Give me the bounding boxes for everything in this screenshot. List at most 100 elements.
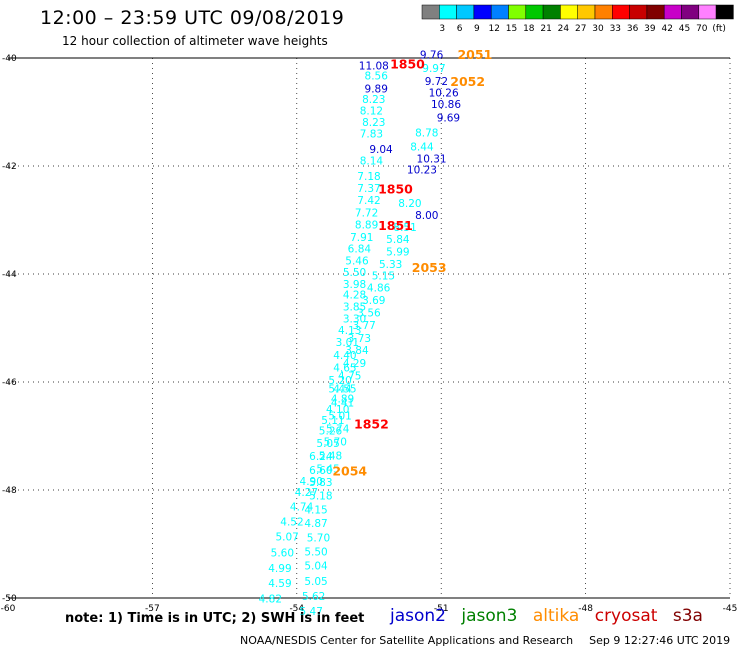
color-scale-label: 24 [558, 24, 570, 34]
color-scale-label: 36 [627, 24, 639, 34]
footer-credit: NOAA/NESDIS Center for Satellite Applica… [240, 634, 730, 647]
color-swatch [715, 4, 734, 20]
wave-height-point: 3.01 [336, 337, 359, 349]
wave-height-point: 8.78 [415, 128, 438, 140]
wave-height-point: 5.33 [379, 259, 402, 271]
wave-height-point: 3.73 [348, 333, 371, 345]
wave-height-point: 7.72 [355, 208, 378, 220]
wave-height-point: 6.84 [348, 244, 372, 256]
pass-time-label: 2051 [457, 47, 492, 62]
wave-height-point: 8.23 [362, 94, 385, 106]
wave-height-point: 4.55 [333, 384, 356, 396]
y-tick-label: -46 [2, 378, 17, 388]
wave-height-point: 8.23 [362, 117, 385, 129]
wave-height-point: 4.99 [268, 563, 291, 575]
wave-height-point: 9.97 [422, 63, 445, 75]
wave-height-point: 11.08 [359, 61, 389, 73]
color-scale-label: 18 [523, 24, 535, 34]
legend-jason2: jason2 [390, 606, 446, 626]
wave-height-point: 5.04 [304, 561, 328, 573]
wave-height-point: 3.69 [362, 295, 385, 307]
x-tick-label: -54 [289, 604, 304, 614]
y-tick-label: -40 [2, 54, 17, 64]
wave-height-point: 4.82 [259, 594, 282, 606]
wave-height-point: 8.44 [410, 142, 434, 154]
wave-height-point: 5.44 [328, 384, 352, 396]
wave-height-point: 9.76 [420, 49, 444, 61]
wave-height-point: 5.50 [304, 547, 327, 559]
wave-height-point: 5.70 [307, 533, 330, 545]
wave-height-point: 4.59 [268, 578, 291, 590]
wave-height-point: 5.60 [271, 548, 294, 560]
wave-height-point: 4.74 [290, 501, 314, 513]
pass-time-label: 1850 [390, 57, 425, 72]
wave-height-point: 7.83 [360, 129, 383, 141]
wave-height-point: 3.84 [345, 345, 369, 357]
color-scale-label: 45 [679, 24, 690, 34]
color-scale-label: 39 [644, 24, 656, 34]
wave-height-point: 5.45 [316, 463, 339, 475]
y-tick-label: -50 [2, 594, 17, 604]
wave-height-point: 5.99 [386, 246, 409, 258]
wave-height-point: 4.86 [367, 283, 391, 295]
wave-height-point: 5.01 [328, 411, 351, 423]
wave-height-point: 5.70 [324, 436, 347, 448]
wave-height-point: 4.13 [338, 325, 361, 337]
wave-height-point: 9.04 [369, 144, 393, 156]
y-tick-label: -48 [2, 486, 17, 496]
color-scale-label: 33 [610, 24, 621, 34]
footer-organization: NOAA/NESDIS Center for Satellite Applica… [240, 634, 574, 647]
wave-height-point: 4.52 [280, 516, 303, 528]
wave-height-point: 5.84 [386, 234, 410, 246]
wave-height-point: 4.10 [326, 404, 349, 416]
wave-height-point: 5.20 [328, 375, 351, 387]
pass-time-label: 1850 [378, 181, 413, 196]
wave-height-point: 5.48 [319, 451, 342, 463]
wave-height-point: 5.05 [316, 438, 339, 450]
x-tick-label: -51 [434, 604, 449, 614]
wave-height-point: 10.31 [417, 154, 447, 166]
wave-height-point: 9.89 [365, 83, 388, 95]
color-scale-label: 21 [540, 24, 551, 34]
wave-height-point: 5.11 [321, 415, 344, 427]
wave-height-point: 5.26 [319, 426, 343, 438]
y-tick-label: -42 [2, 162, 17, 172]
wave-height-point: 4.40 [333, 350, 356, 362]
chart-title: 12:00 – 23:59 UTC 09/08/2019 [40, 7, 345, 29]
pass-time-label: 2053 [412, 260, 447, 275]
wave-height-point: 10.86 [431, 99, 461, 111]
wave-height-point: 4.28 [343, 290, 366, 302]
wave-height-point: 5.05 [304, 576, 327, 588]
color-scale-label: 30 [592, 24, 604, 34]
color-scale-label: 6 [457, 24, 463, 34]
wave-height-point: 4.65 [333, 363, 356, 375]
wave-height-point: 4.29 [343, 358, 366, 370]
pass-time-label: 2054 [332, 464, 367, 479]
wave-height-point: 5.47 [300, 606, 323, 618]
satellite-legend: jason2 jason3 altika cryosat s3a [390, 606, 713, 626]
color-scale-label: 9 [474, 24, 480, 34]
x-tick-label: -48 [578, 604, 593, 614]
color-scale-label: 12 [488, 24, 499, 34]
color-scale-label: 42 [661, 24, 672, 34]
legend-s3a: s3a [672, 606, 703, 626]
legend-altika: altika [532, 606, 580, 626]
wave-height-point: 7.18 [357, 171, 380, 183]
wave-height-point: 3.98 [343, 279, 366, 291]
wave-height-point: 3.56 [357, 307, 381, 319]
wave-height-point: 5.50 [343, 267, 366, 279]
wave-height-point: 7.91 [350, 232, 373, 244]
wave-height-point: 4.75 [338, 371, 361, 383]
color-scale-label: 70 [696, 24, 708, 34]
pass-time-label: 1852 [354, 417, 389, 432]
wave-height-point: 5.62 [302, 591, 325, 603]
footer-timestamp: Sep 9 12:27:46 UTC 2019 [589, 634, 731, 647]
wave-height-point: 5.46 [345, 256, 369, 268]
color-scale-label: 27 [575, 24, 586, 34]
color-scale-label: (ft) [712, 24, 726, 34]
wave-height-point: 8.14 [360, 156, 384, 168]
color-scale-label: 3 [439, 24, 445, 34]
wave-height-point: 4.41 [331, 398, 354, 410]
chart-subtitle: 12 hour collection of altimeter wave hei… [62, 34, 328, 48]
